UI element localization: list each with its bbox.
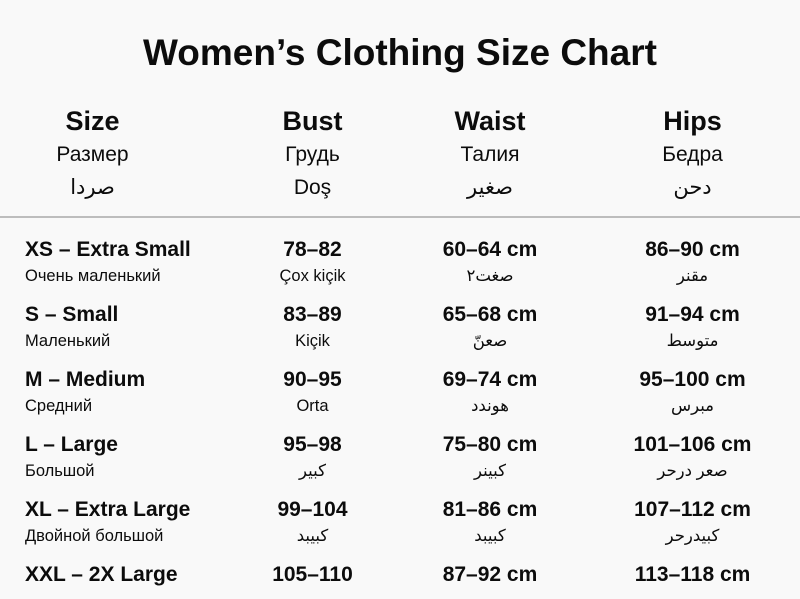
header-hips-label-ar: دحن (673, 176, 712, 199)
bust-value: 90–95 (283, 368, 342, 391)
cell-waist: 65–68 cm صعنّ (395, 301, 585, 353)
size-table-body: XS – Extra Small Очень маленький 78–82 Ç… (0, 230, 800, 596)
waist-value: 75–80 cm (442, 433, 538, 456)
hips-value: 107–112 cm (634, 498, 751, 521)
header-bust-label: Bust (282, 106, 343, 136)
size-value-translation: Двойной большой (25, 527, 164, 545)
cell-bust: 90–95 Orta (230, 366, 395, 418)
header-size-label-ru: Размер (56, 143, 129, 166)
cell-bust: 78–82 Çox kiçik (230, 236, 395, 288)
size-value: XXL – 2X Large (25, 563, 178, 586)
bust-value-translation: Orta (296, 397, 329, 415)
table-row-l: L – Large Большой 95–98 كبير 75–80 cm كب… (0, 425, 800, 490)
size-value-translation: Очень маленький (25, 267, 161, 285)
cell-hips: 86–90 cm مقنر (585, 236, 800, 288)
cell-hips: 95–100 cm مبرس (585, 366, 800, 418)
table-row-xs: XS – Extra Small Очень маленький 78–82 Ç… (0, 230, 800, 295)
header-col-hips: Hips Бедра دحن (585, 105, 800, 204)
header-col-size: Size Размер صردا (0, 105, 230, 204)
waist-value-translation: كبينر (474, 462, 506, 480)
waist-value: 60–64 cm (442, 238, 538, 261)
cell-size: XXL – 2X Large (0, 561, 230, 589)
table-row-xl: XL – Extra Large Двойной большой 99–104 … (0, 490, 800, 555)
cell-hips: 107–112 cm كبيدرحر (585, 496, 800, 548)
cell-waist: 75–80 cm كبينر (395, 431, 585, 483)
header-waist-label-ru: Талия (460, 143, 520, 166)
header-hips-label: Hips (663, 106, 722, 136)
hips-value-translation: مبرس (670, 397, 715, 415)
page-title: Women’s Clothing Size Chart (143, 32, 657, 73)
cell-bust: 99–104 كبيبد (230, 496, 395, 548)
bust-value-translation: Kiçik (295, 332, 330, 350)
header-col-bust: Bust Грудь Doş (230, 105, 395, 204)
size-value-translation: Средний (25, 397, 93, 415)
bust-value-translation: كبيبد (296, 527, 329, 545)
header-size-label-ar: صردا (70, 176, 115, 199)
table-header: Size Размер صردا Bust Грудь Doş Waist Та… (0, 105, 800, 204)
cell-waist: 60–64 cm صغت٢ (395, 236, 585, 288)
bust-value: 78–82 (283, 238, 342, 261)
waist-value-translation: صعنّ (472, 332, 508, 350)
waist-value: 87–92 cm (442, 563, 538, 586)
cell-hips: 101–106 cm صعر درحر (585, 431, 800, 483)
hips-value: 101–106 cm (633, 433, 752, 456)
size-value: L – Large (25, 433, 118, 456)
header-hips-label-ru: Бедра (662, 143, 723, 166)
cell-hips: 113–118 cm (585, 561, 800, 589)
bust-value: 95–98 (283, 433, 342, 456)
cell-waist: 81–86 cm كبيبد (395, 496, 585, 548)
size-value: M – Medium (25, 368, 146, 391)
bust-value-translation: Çox kiçik (279, 267, 346, 285)
hips-value-translation: مقنر (676, 267, 709, 285)
hips-value-translation: متوسط (666, 332, 719, 350)
size-value-translation: Большой (25, 462, 95, 480)
waist-value-translation: صغت٢ (466, 267, 514, 285)
bust-value-translation: كبير (299, 462, 326, 480)
waist-value-translation: كبيبد (474, 527, 506, 545)
bust-value: 83–89 (283, 303, 342, 326)
size-value: S – Small (25, 303, 119, 326)
header-divider (0, 216, 800, 218)
cell-hips: 91–94 cm متوسط (585, 301, 800, 353)
waist-value-translation: هوندد (471, 397, 509, 415)
table-row-m: M – Medium Средний 90–95 Orta 69–74 cm ه… (0, 360, 800, 425)
cell-size: M – Medium Средний (0, 366, 230, 418)
bust-value: 99–104 (277, 498, 348, 521)
header-waist-label: Waist (454, 106, 526, 136)
cell-waist: 69–74 cm هوندد (395, 366, 585, 418)
cell-bust: 83–89 Kiçik (230, 301, 395, 353)
table-row-s: S – Small Маленький 83–89 Kiçik 65–68 cm… (0, 295, 800, 360)
header-col-waist: Waist Талия صغير (395, 105, 585, 204)
cell-size: XS – Extra Small Очень маленький (0, 236, 230, 288)
cell-bust: 95–98 كبير (230, 431, 395, 483)
size-value: XS – Extra Small (25, 238, 191, 261)
hips-value-translation: صعر درحر (657, 462, 728, 480)
bust-value: 105–110 (272, 563, 353, 586)
hips-value: 95–100 cm (639, 368, 746, 391)
size-value: XL – Extra Large (25, 498, 191, 521)
header-waist-label-ar: صغير (467, 176, 513, 199)
table-row-xxl: XXL – 2X Large 105–110 87–92 cm 113–118 … (0, 555, 800, 596)
waist-value: 81–86 cm (442, 498, 538, 521)
hips-value: 91–94 cm (645, 303, 740, 326)
cell-size: L – Large Большой (0, 431, 230, 483)
hips-value: 86–90 cm (645, 238, 740, 261)
header-bust-label-ru: Грудь (285, 143, 340, 166)
cell-bust: 105–110 (230, 561, 395, 589)
header-bust-label-az: Doş (293, 176, 332, 199)
cell-size: S – Small Маленький (0, 301, 230, 353)
waist-value: 69–74 cm (442, 368, 538, 391)
hips-value-translation: كبيدرحر (665, 527, 720, 545)
cell-size: XL – Extra Large Двойной большой (0, 496, 230, 548)
header-size-label: Size (65, 106, 120, 136)
waist-value: 65–68 cm (442, 303, 538, 326)
size-value-translation: Маленький (25, 332, 111, 350)
cell-waist: 87–92 cm (395, 561, 585, 589)
hips-value: 113–118 cm (634, 563, 751, 586)
